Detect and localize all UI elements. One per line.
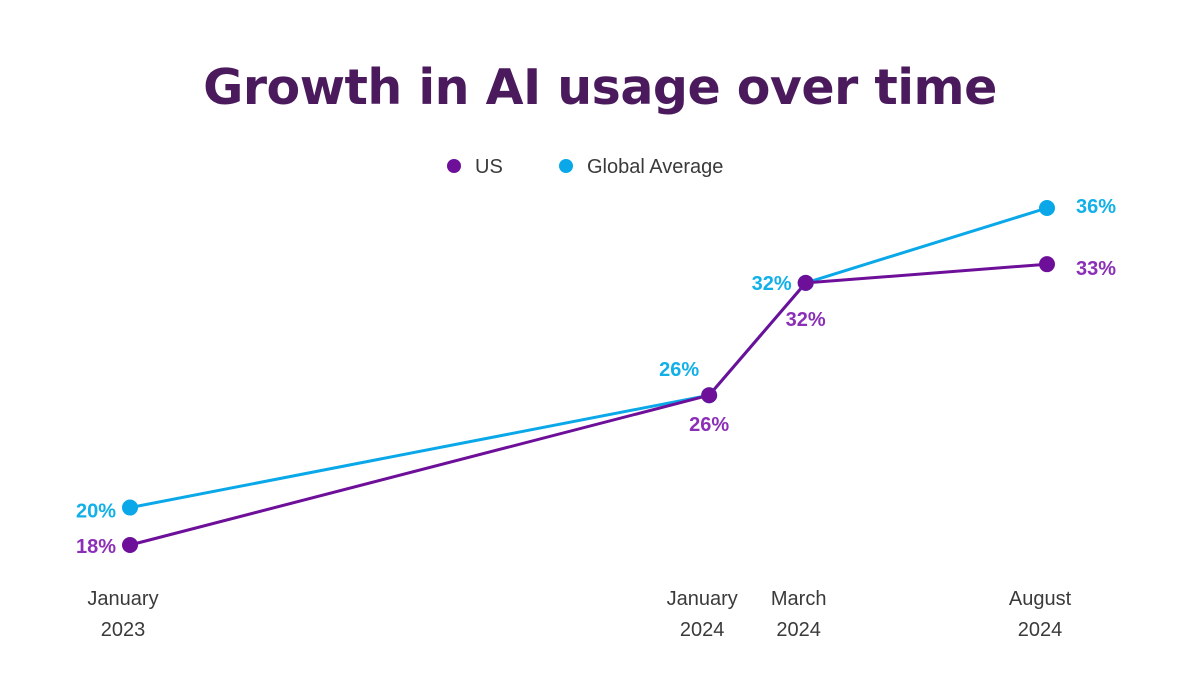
data-label-global-average-3: 36% [1076, 196, 1116, 218]
point-us-0 [122, 537, 138, 553]
x-tick-label-0-month: January [87, 588, 158, 610]
point-us-3 [1039, 256, 1055, 273]
point-global-average-3 [1039, 200, 1055, 216]
x-tick-label-3-year: 2024 [1018, 619, 1063, 641]
data-points [122, 200, 1055, 553]
x-tick-label-0-year: 2023 [101, 619, 146, 641]
chart-title: Growth in AI usage over time [203, 59, 997, 116]
data-labels: 18% 26% 32% 33% 20% 26% 32% 36% [76, 196, 1116, 558]
point-us-1 [701, 387, 718, 404]
data-label-us-1: 26% [689, 414, 729, 436]
legend-marker-global-average [559, 159, 573, 173]
x-tick-label-1-year: 2024 [680, 619, 725, 641]
data-label-us-0: 18% [76, 536, 116, 558]
x-tick-label-2-month: March [771, 588, 827, 610]
x-axis-tick-labels: January 2023 January 2024 March 2024 August 202… [87, 588, 1071, 641]
series-line-us [128, 262, 1049, 547]
x-tick-label-1-month: January [667, 588, 738, 610]
series-line-global-average [128, 206, 1049, 510]
data-label-us-3: 33% [1076, 258, 1116, 280]
x-tick-label-3-month: August [1009, 588, 1072, 610]
legend-label-global-average: Global Average [587, 156, 723, 178]
data-label-global-average-2: 32% [752, 273, 792, 295]
x-tick-label-2-year: 2024 [776, 619, 821, 641]
data-label-global-average-1: 26% [659, 359, 699, 381]
legend-label-us: US [475, 156, 503, 178]
data-label-global-average-0: 20% [76, 501, 116, 523]
point-us-2 [797, 274, 814, 291]
data-label-us-2: 32% [786, 309, 826, 331]
series-lines [128, 206, 1049, 547]
legend: US Global Average [447, 156, 723, 178]
point-global-average-0 [122, 499, 138, 516]
legend-marker-us [447, 159, 461, 173]
